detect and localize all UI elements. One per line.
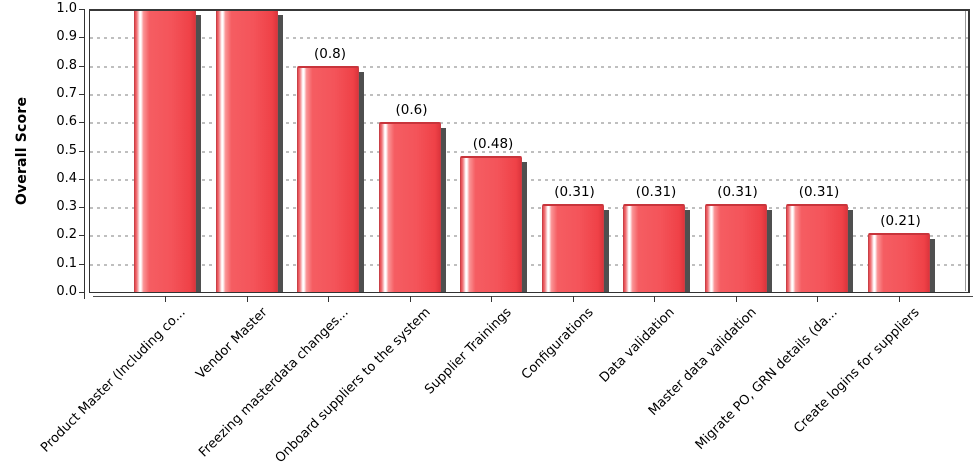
y-tick-label: 0.4 bbox=[56, 170, 77, 186]
y-tick-mark bbox=[79, 65, 85, 67]
x-tick-mark bbox=[735, 296, 737, 302]
gridline bbox=[90, 150, 969, 153]
x-category-label: Onboard suppliers to the system bbox=[272, 305, 434, 467]
x-tick-mark bbox=[409, 296, 411, 302]
bar-shadow bbox=[684, 210, 690, 292]
bar bbox=[297, 65, 359, 292]
y-tick-mark bbox=[79, 263, 85, 265]
bar bbox=[378, 122, 441, 292]
bar bbox=[623, 204, 685, 292]
bar-value-label: (0.31) bbox=[798, 184, 840, 201]
bar-value-label: (0.31) bbox=[717, 184, 758, 201]
bar-value-label: (0.48) bbox=[472, 136, 514, 153]
axis-line-left bbox=[84, 9, 85, 299]
y-tick-mark bbox=[79, 93, 85, 95]
gridline bbox=[90, 178, 969, 181]
plot-border-bottom bbox=[89, 292, 970, 293]
bar bbox=[460, 156, 522, 292]
bar-value-label: (0.31) bbox=[554, 184, 595, 201]
plot-border-right-inner bbox=[965, 11, 966, 291]
x-tick-mark bbox=[654, 296, 655, 302]
x-tick-mark bbox=[491, 296, 492, 302]
y-tick-label: 0.9 bbox=[56, 29, 77, 45]
bar bbox=[704, 204, 767, 292]
x-tick-mark bbox=[572, 296, 574, 302]
x-category-label: Supplier Trainings bbox=[422, 305, 515, 398]
bar-shadow bbox=[847, 210, 853, 292]
y-tick-mark bbox=[79, 122, 85, 124]
y-tick-mark bbox=[79, 207, 85, 209]
bar-shadow bbox=[602, 210, 609, 292]
y-tick-label: 1.0 bbox=[56, 1, 77, 16]
gridline bbox=[90, 263, 969, 266]
bar bbox=[541, 204, 604, 292]
bar-shadow bbox=[276, 15, 283, 292]
x-tick-mark bbox=[817, 296, 818, 302]
gridline bbox=[90, 37, 969, 40]
plot-area: (0.8) (0.6) (0.48) (0.31) (0.31) (0.31) (0.31)… bbox=[90, 9, 969, 292]
y-tick-label: 0.6 bbox=[56, 114, 77, 130]
x-category-label: Vendor Master bbox=[192, 305, 271, 383]
y-tick-mark bbox=[79, 235, 85, 237]
x-category-label: Product Master (Including co... bbox=[38, 305, 189, 456]
x-category-label: Data validation bbox=[596, 305, 678, 386]
bar bbox=[134, 9, 196, 292]
y-tick-mark bbox=[79, 178, 85, 180]
x-tick-mark bbox=[328, 296, 329, 302]
gridline bbox=[90, 65, 969, 68]
y-tick-label: 0.1 bbox=[56, 255, 77, 271]
y-tick-mark bbox=[79, 150, 85, 152]
y-tick-label: 0.2 bbox=[56, 227, 77, 243]
bar bbox=[215, 9, 278, 292]
bar-value-label: (0.6) bbox=[395, 102, 428, 119]
plot-border-left bbox=[89, 9, 90, 293]
bar-shadow bbox=[439, 128, 446, 292]
gridline bbox=[90, 207, 969, 210]
x-category-label: Freezing masterdata changes... bbox=[196, 305, 352, 461]
plot-border-top bbox=[89, 9, 970, 11]
x-tick-mark bbox=[898, 296, 900, 302]
x-tick-mark bbox=[165, 296, 166, 302]
y-tick-mark bbox=[79, 37, 85, 39]
gridline bbox=[90, 235, 969, 238]
y-tick-mark bbox=[79, 292, 85, 293]
y-tick-label: 0.8 bbox=[56, 57, 77, 73]
y-tick-mark bbox=[79, 9, 85, 10]
bar-shadow bbox=[195, 15, 201, 292]
y-axis-title: Overall Score bbox=[14, 96, 30, 206]
y-tick-label: 0.0 bbox=[56, 284, 77, 299]
bar bbox=[786, 204, 848, 292]
plot-border-right bbox=[968, 9, 970, 293]
y-tick-label: 0.7 bbox=[56, 85, 77, 101]
bar-shadow bbox=[765, 210, 772, 292]
y-tick-label: 0.5 bbox=[56, 142, 77, 158]
axis-shadow-bottom bbox=[93, 296, 973, 297]
bar-value-label: (0.31) bbox=[635, 184, 677, 201]
x-category-label: Configurations bbox=[518, 305, 597, 383]
bar-value-label: (0.21) bbox=[880, 212, 921, 229]
bar-value-label: (0.8) bbox=[313, 45, 347, 62]
gridline bbox=[90, 122, 969, 125]
bar-shadow bbox=[928, 238, 935, 292]
x-tick-mark bbox=[246, 296, 248, 302]
gridline bbox=[90, 93, 969, 96]
bar bbox=[867, 232, 930, 292]
y-tick-label: 0.3 bbox=[56, 199, 77, 215]
bar-shadow bbox=[521, 162, 527, 292]
bar-shadow bbox=[358, 71, 364, 292]
x-category-label: Migrate PO, GRN details (da... bbox=[692, 305, 841, 453]
